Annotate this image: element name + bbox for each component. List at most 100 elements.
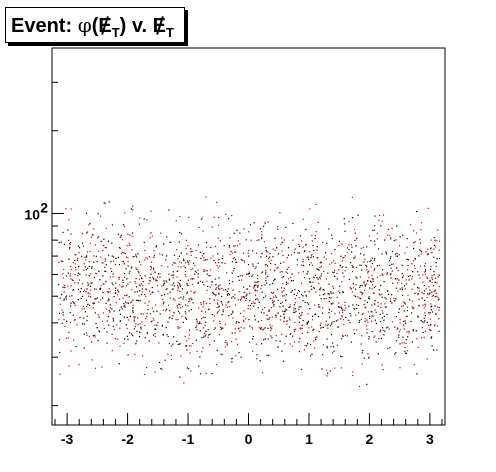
data-point xyxy=(433,274,435,276)
data-point xyxy=(431,278,434,280)
data-point xyxy=(311,254,313,256)
data-point xyxy=(256,252,258,254)
data-point xyxy=(163,294,166,296)
data-point xyxy=(327,323,329,325)
data-point xyxy=(218,288,220,290)
data-point xyxy=(196,320,198,322)
data-point xyxy=(312,256,314,258)
data-point xyxy=(360,253,362,255)
data-point xyxy=(93,276,95,279)
data-point xyxy=(350,262,352,264)
data-point xyxy=(232,312,234,314)
data-point xyxy=(328,308,330,310)
data-point xyxy=(294,308,296,310)
data-point xyxy=(269,317,271,319)
data-point xyxy=(186,292,188,294)
data-point xyxy=(148,280,150,282)
data-point xyxy=(68,258,70,260)
data-point xyxy=(135,255,137,257)
data-point xyxy=(424,312,426,314)
data-point xyxy=(136,291,138,293)
data-point xyxy=(342,266,344,268)
data-point xyxy=(431,295,433,297)
data-point xyxy=(175,220,177,222)
data-point xyxy=(341,338,343,340)
data-point xyxy=(222,255,224,257)
data-point xyxy=(257,262,259,264)
data-point xyxy=(138,223,140,225)
data-point xyxy=(329,316,331,318)
data-point xyxy=(314,274,317,276)
data-point xyxy=(249,300,251,302)
data-point xyxy=(396,253,398,255)
data-point xyxy=(279,212,281,214)
data-point xyxy=(91,266,93,268)
data-point xyxy=(424,330,427,332)
data-point xyxy=(289,306,291,308)
data-point xyxy=(225,213,227,215)
data-point xyxy=(420,319,422,322)
data-point xyxy=(58,241,60,244)
data-point xyxy=(404,352,407,354)
data-point xyxy=(107,300,109,302)
data-point xyxy=(399,245,401,247)
data-point xyxy=(413,283,415,285)
data-point xyxy=(79,316,81,318)
data-point xyxy=(213,259,215,262)
data-point xyxy=(179,343,181,345)
data-point xyxy=(325,258,327,260)
data-point xyxy=(389,274,391,276)
data-point xyxy=(201,255,203,257)
data-point xyxy=(438,240,441,242)
data-point xyxy=(231,272,233,274)
data-point xyxy=(259,360,261,362)
data-point xyxy=(97,250,100,252)
data-point xyxy=(405,338,407,341)
data-point xyxy=(352,283,354,285)
data-point xyxy=(248,249,250,251)
data-point xyxy=(322,288,324,291)
data-point xyxy=(126,245,128,247)
data-point xyxy=(133,256,135,258)
data-point xyxy=(434,305,436,307)
data-point xyxy=(262,308,264,310)
data-point xyxy=(361,269,363,271)
data-point xyxy=(429,280,431,282)
data-point xyxy=(78,265,80,267)
data-point xyxy=(273,300,275,302)
data-point xyxy=(83,317,85,319)
data-point xyxy=(165,280,167,282)
data-point xyxy=(252,274,254,276)
data-point xyxy=(168,304,170,306)
data-point xyxy=(319,306,321,308)
data-point xyxy=(184,270,187,273)
data-point xyxy=(290,276,292,279)
data-point xyxy=(430,303,432,305)
data-point xyxy=(424,299,426,301)
data-point xyxy=(404,320,406,322)
data-point xyxy=(341,260,343,262)
data-point xyxy=(395,298,397,300)
data-point xyxy=(256,358,258,360)
data-point xyxy=(252,265,254,267)
data-point xyxy=(293,304,295,306)
data-point xyxy=(173,285,175,287)
data-point xyxy=(368,270,370,272)
data-point xyxy=(191,283,194,285)
data-point xyxy=(261,320,263,322)
data-point xyxy=(379,274,381,277)
data-point xyxy=(416,211,418,213)
data-point xyxy=(179,231,181,234)
data-point xyxy=(429,268,432,270)
data-point xyxy=(386,273,388,275)
data-point xyxy=(412,271,414,273)
data-point xyxy=(176,276,178,278)
data-point xyxy=(253,222,255,224)
data-point xyxy=(98,236,100,238)
data-point xyxy=(323,270,325,272)
data-point xyxy=(366,269,368,271)
data-point xyxy=(318,283,320,285)
data-point xyxy=(427,248,429,250)
data-point xyxy=(127,354,129,356)
data-point xyxy=(186,318,188,321)
